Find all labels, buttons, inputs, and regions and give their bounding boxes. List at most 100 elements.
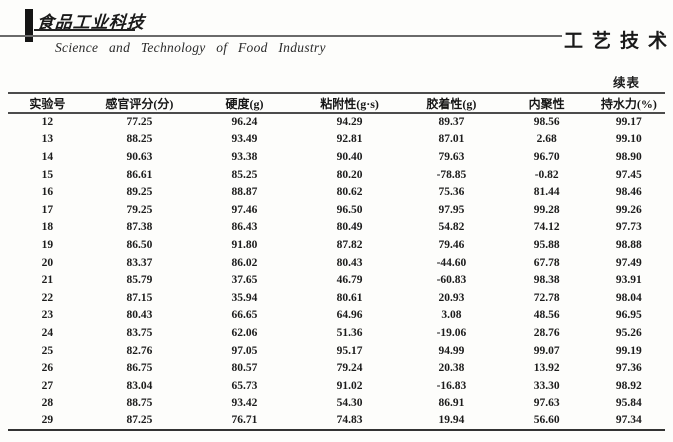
- cell: 15: [41, 168, 54, 181]
- cell: 76.71: [231, 414, 258, 427]
- cell: 80.43: [126, 309, 153, 322]
- cell: 97.34: [615, 414, 642, 427]
- cell: 80.43: [336, 256, 363, 269]
- cell: 88.87: [231, 186, 258, 199]
- cell: 80.57: [231, 362, 258, 375]
- cell: 97.95: [438, 203, 465, 216]
- cell: 83.04: [126, 379, 153, 392]
- masthead-accent-bar: [25, 9, 33, 42]
- table-row: 13 88.25 93.49 92.81 87.01 2.68 99.10: [8, 131, 665, 149]
- cell: 81.44: [533, 186, 560, 199]
- cell: -19.06: [436, 326, 467, 339]
- cell: 95.26: [615, 326, 642, 339]
- cell: 97.63: [533, 397, 560, 410]
- cell: 86.75: [126, 362, 153, 375]
- cell: 65.73: [231, 379, 258, 392]
- cell: 25: [41, 344, 54, 357]
- cell: 98.90: [615, 150, 642, 163]
- table-row: 27 83.04 65.73 91.02 -16.83 33.30 98.92: [8, 377, 665, 395]
- cell: 67.78: [533, 256, 560, 269]
- table-row: 20 83.37 86.02 80.43 -44.60 67.78 97.49: [8, 254, 665, 272]
- cell: 29: [41, 414, 54, 427]
- cell: 91.02: [336, 379, 363, 392]
- cell: 64.96: [336, 309, 363, 322]
- cell: 97.05: [231, 344, 258, 357]
- table-row: 23 80.43 66.65 64.96 3.08 48.56 96.95: [8, 307, 665, 325]
- cell: -0.82: [534, 168, 559, 181]
- cell: 74.12: [533, 221, 560, 234]
- cell: 37.65: [231, 274, 258, 287]
- cell: 98.46: [615, 186, 642, 199]
- cell: 56.60: [533, 414, 560, 427]
- cell: 99.17: [615, 116, 642, 129]
- cell: 14: [41, 150, 54, 163]
- cell: 72.78: [533, 291, 560, 304]
- table-row: 26 86.75 80.57 79.24 20.38 13.92 97.36: [8, 359, 665, 377]
- cell: 87.01: [438, 133, 465, 146]
- cell: 18: [41, 221, 54, 234]
- logo-underline: [34, 29, 135, 31]
- cell: 98.04: [615, 291, 642, 304]
- cell: 97.45: [615, 168, 642, 181]
- cell: 82.76: [126, 344, 153, 357]
- cell: 94.99: [438, 344, 465, 357]
- col-header-adhesiveness: 粘附性(g·s): [297, 93, 403, 114]
- table-row: 12 77.25 96.24 94.29 89.37 98.56 99.17: [8, 113, 665, 131]
- cell: 98.38: [533, 274, 560, 287]
- cell: 19: [41, 238, 54, 251]
- col-header-gumminess: 胶着性(g): [402, 93, 501, 114]
- cell: 99.10: [615, 133, 642, 146]
- cell: 19.94: [438, 414, 465, 427]
- table-row: 29 87.25 76.71 74.83 19.94 56.60 97.34: [8, 412, 665, 430]
- cell: 16: [41, 186, 54, 199]
- cell: 83.75: [126, 326, 153, 339]
- cell: 87.38: [126, 221, 153, 234]
- continued-table-label: 续表: [612, 76, 640, 90]
- cell: 13: [41, 133, 54, 146]
- table-row: 21 85.79 37.65 46.79 -60.83 98.38 93.91: [8, 271, 665, 289]
- cell: -60.83: [436, 274, 467, 287]
- cell: 80.20: [336, 168, 363, 181]
- cell: 88.75: [126, 397, 153, 410]
- cell: 28: [41, 397, 54, 410]
- cell: 33.30: [533, 379, 560, 392]
- journal-name-en: Science and Technology of Food Industry: [55, 40, 326, 55]
- table-row: 24 83.75 62.06 51.36 -19.06 28.76 95.26: [8, 324, 665, 342]
- cell: 20: [41, 256, 54, 269]
- cell: 90.63: [126, 150, 153, 163]
- cell: 86.02: [231, 256, 258, 269]
- cell: 54.30: [336, 397, 363, 410]
- table-header-row: 实验号 感官评分(分) 硬度(g) 粘附性(g·s) 胶着性(g) 内聚性 持水…: [8, 93, 665, 114]
- cell: 87.25: [126, 414, 153, 427]
- cell: 21: [41, 274, 54, 287]
- cell: 22: [41, 291, 54, 304]
- cell: 96.70: [533, 150, 560, 163]
- table-row: 28 88.75 93.42 54.30 86.91 97.63 95.84: [8, 395, 665, 413]
- cell: 66.65: [231, 309, 258, 322]
- cell: 95.17: [336, 344, 363, 357]
- cell: 85.25: [231, 168, 258, 181]
- cell: -78.85: [436, 168, 467, 181]
- cell: 80.61: [336, 291, 363, 304]
- cell: 28.76: [533, 326, 560, 339]
- cell: 88.25: [126, 133, 153, 146]
- cell: 97.36: [615, 362, 642, 375]
- table-row: 22 87.15 35.94 80.61 20.93 72.78 98.04: [8, 289, 665, 307]
- cell: 83.37: [126, 256, 153, 269]
- cell: 92.81: [336, 133, 363, 146]
- cell: 93.49: [231, 133, 258, 146]
- cell: 12: [41, 116, 54, 129]
- cell: 93.42: [231, 397, 258, 410]
- cell: 2.68: [536, 133, 557, 146]
- cell: 86.43: [231, 221, 258, 234]
- table-row: 17 79.25 97.46 96.50 97.95 99.28 99.26: [8, 201, 665, 219]
- cell: 79.24: [336, 362, 363, 375]
- cell: 80.49: [336, 221, 363, 234]
- cell: 91.80: [231, 238, 258, 251]
- cell: 96.95: [615, 309, 642, 322]
- col-header-water-holding: 持水力(%): [592, 93, 665, 114]
- cell: 48.56: [533, 309, 560, 322]
- cell: 35.94: [231, 291, 258, 304]
- cell: 87.15: [126, 291, 153, 304]
- cell: 96.24: [231, 116, 258, 129]
